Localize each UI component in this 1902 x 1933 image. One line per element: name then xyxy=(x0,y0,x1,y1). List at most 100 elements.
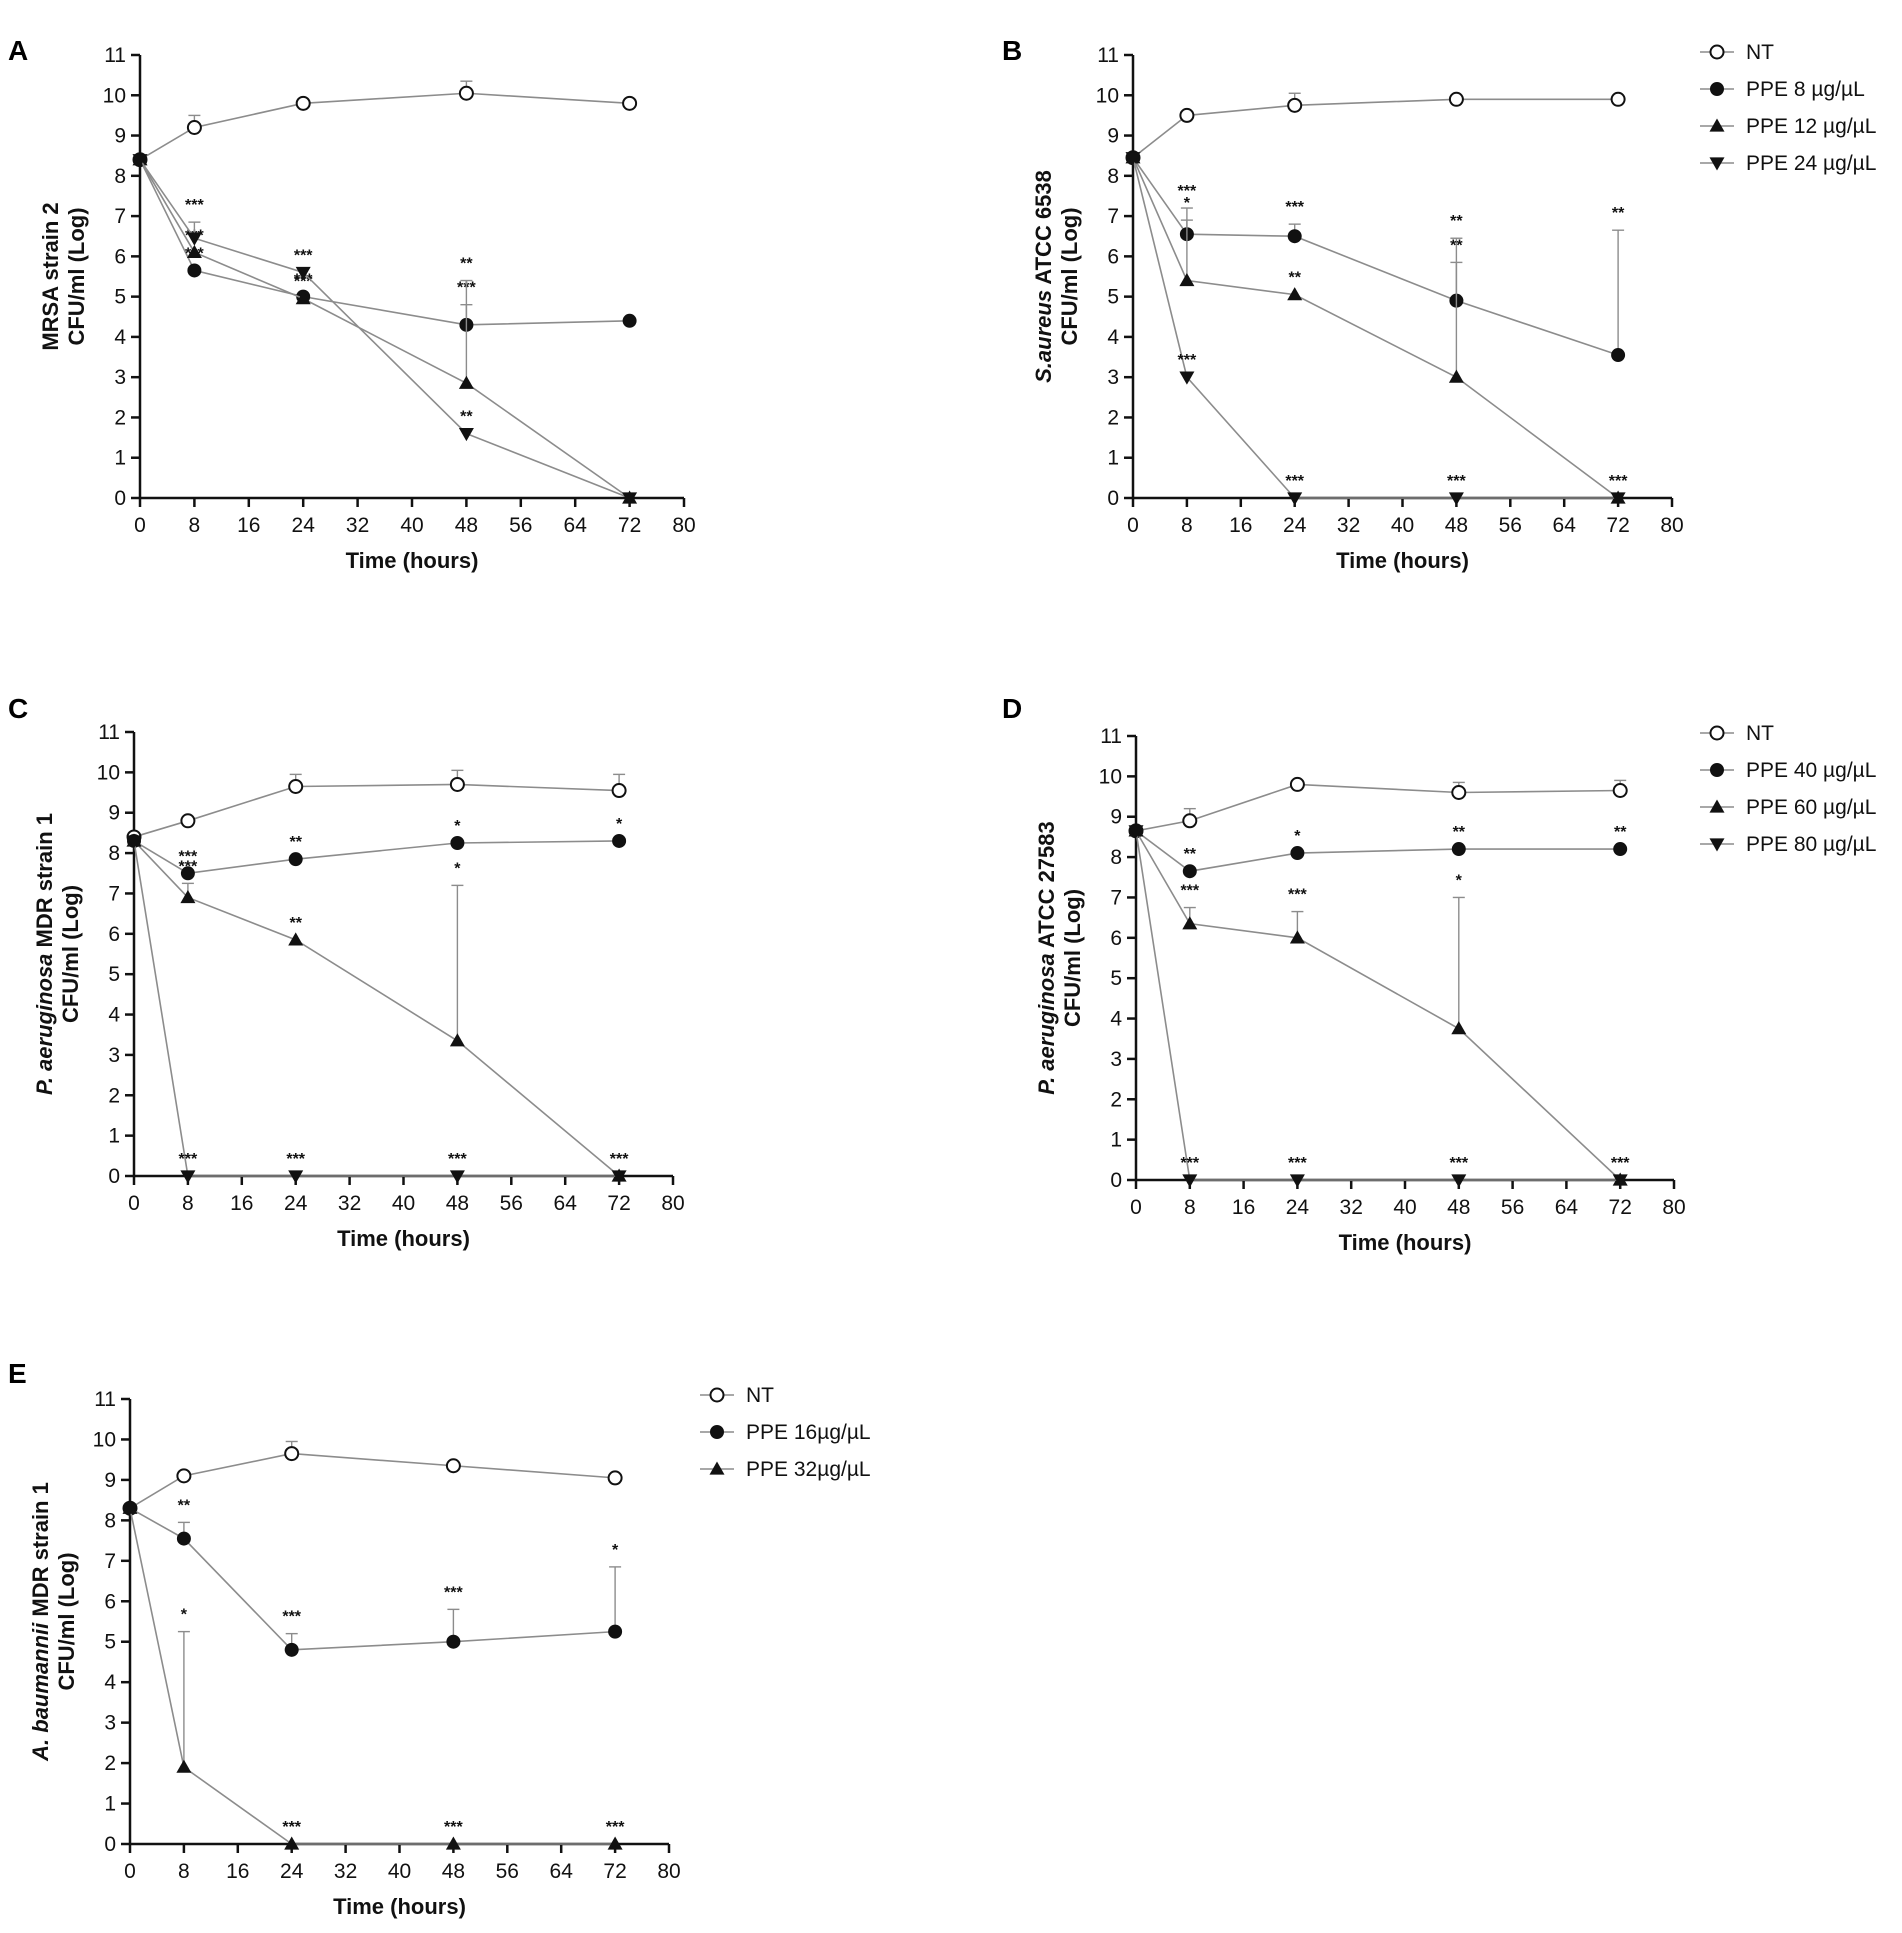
data-point xyxy=(446,1634,461,1649)
series-0 xyxy=(122,1440,623,1516)
significance-label: *** xyxy=(1449,1155,1468,1172)
y-tick-label: 2 xyxy=(114,406,126,429)
x-axis-title: Time (hours) xyxy=(337,1226,470,1251)
significance-label: * xyxy=(612,1542,619,1559)
significance-label: *** xyxy=(282,1609,301,1626)
y-tick-label: 5 xyxy=(108,963,120,986)
legend-label: PPE 8 µg/µL xyxy=(1746,78,1865,101)
data-point xyxy=(132,154,148,168)
y-tick-label: 4 xyxy=(114,326,126,349)
data-point xyxy=(1125,152,1141,166)
y-tick-label: 11 xyxy=(1100,725,1122,748)
x-tick-label: 24 xyxy=(284,1192,308,1215)
x-tick-label: 8 xyxy=(1181,514,1193,537)
y-tick-label: 2 xyxy=(1110,1088,1122,1111)
series-3: ************ xyxy=(1128,825,1630,1188)
data-point xyxy=(622,95,638,111)
y-tick-label: 6 xyxy=(108,923,120,946)
data-point xyxy=(180,866,195,881)
y-tick-label: 1 xyxy=(114,447,126,470)
significance-label: *** xyxy=(282,1819,301,1836)
legend: NT PPE 40 µg/µL PPE 60 µg/µL PPE 80 µg/µL xyxy=(1700,722,1876,856)
y-tick-label: 0 xyxy=(1110,1169,1122,1192)
significance-label: ** xyxy=(1450,213,1463,230)
y-tick-label: 10 xyxy=(103,84,126,107)
series-0 xyxy=(126,769,627,845)
x-axis-title: Time (hours) xyxy=(1339,1230,1472,1255)
x-tick-label: 24 xyxy=(1283,514,1307,537)
panel-letter: C xyxy=(8,693,28,724)
data-point xyxy=(607,1470,623,1486)
x-tick-label: 40 xyxy=(388,1860,411,1883)
y-axis-title: P. aeruginosa ATCC 27583 xyxy=(1034,821,1059,1095)
x-tick-label: 16 xyxy=(226,1860,249,1883)
x-tick-label: 0 xyxy=(1127,514,1139,537)
x-tick-label: 40 xyxy=(400,514,423,537)
x-tick-label: 8 xyxy=(182,1192,194,1215)
series-1: ******* xyxy=(127,816,627,881)
data-point xyxy=(450,836,465,850)
data-point xyxy=(612,833,627,848)
legend-marker xyxy=(1709,838,1725,852)
series-line xyxy=(133,840,620,1177)
significance-label: *** xyxy=(294,247,313,264)
series-line xyxy=(1135,830,1621,1181)
y-tick-label: 1 xyxy=(1107,447,1119,470)
significance-label: *** xyxy=(1611,1155,1630,1172)
y-tick-label: 4 xyxy=(108,1004,120,1027)
significance-label: *** xyxy=(610,1151,629,1168)
data-point xyxy=(622,313,637,328)
significance-label: ** xyxy=(1184,846,1197,863)
x-tick-label: 40 xyxy=(1391,514,1414,537)
y-tick-label: 5 xyxy=(104,1631,116,1654)
legend-marker xyxy=(1709,157,1725,171)
x-tick-label: 0 xyxy=(124,1860,136,1883)
series-line xyxy=(129,1452,616,1509)
y-tick-label: 4 xyxy=(104,1671,116,1694)
significance-label: * xyxy=(181,1607,188,1624)
data-point xyxy=(1290,846,1305,861)
data-point xyxy=(284,1642,299,1657)
data-point xyxy=(458,427,474,442)
y-tick-label: 5 xyxy=(1107,286,1119,309)
x-tick-label: 56 xyxy=(509,514,532,537)
significance-label: *** xyxy=(185,197,204,214)
data-point xyxy=(1612,782,1628,798)
series-2: ******** xyxy=(132,152,638,504)
data-point xyxy=(445,1836,461,1850)
y-tick-label: 1 xyxy=(108,1125,120,1148)
legend-marker xyxy=(1709,799,1725,813)
x-tick-label: 80 xyxy=(672,514,695,537)
x-tick-label: 16 xyxy=(237,514,260,537)
series-1: ********* xyxy=(123,1497,623,1657)
y-tick-label: 9 xyxy=(1107,125,1119,148)
x-tick-label: 56 xyxy=(496,1860,519,1883)
significance-label: *** xyxy=(1447,473,1466,490)
data-point xyxy=(1182,864,1197,879)
data-point xyxy=(1287,97,1303,113)
data-point xyxy=(295,95,311,111)
y-tick-label: 9 xyxy=(1110,806,1122,829)
y-tick-label: 8 xyxy=(114,165,126,188)
data-point xyxy=(1287,492,1303,506)
y-tick-label: 5 xyxy=(114,286,126,309)
y-tick-label: 7 xyxy=(104,1550,116,1573)
y-tick-label: 3 xyxy=(1110,1048,1122,1071)
y-tick-label: 7 xyxy=(1110,886,1122,909)
y-tick-label: 9 xyxy=(104,1469,116,1492)
series-line xyxy=(129,1507,616,1651)
data-point xyxy=(180,813,196,829)
y-tick-label: 3 xyxy=(1107,366,1119,389)
significance-label: * xyxy=(1184,195,1191,212)
legend-label: PPE 16µg/µL xyxy=(746,1421,871,1444)
x-tick-label: 80 xyxy=(1660,514,1683,537)
series-line xyxy=(1132,98,1619,159)
data-point xyxy=(1128,825,1144,839)
significance-label: *** xyxy=(448,1151,467,1168)
data-point xyxy=(1451,1174,1467,1188)
x-tick-label: 56 xyxy=(1501,1196,1524,1219)
data-point xyxy=(611,1170,627,1184)
